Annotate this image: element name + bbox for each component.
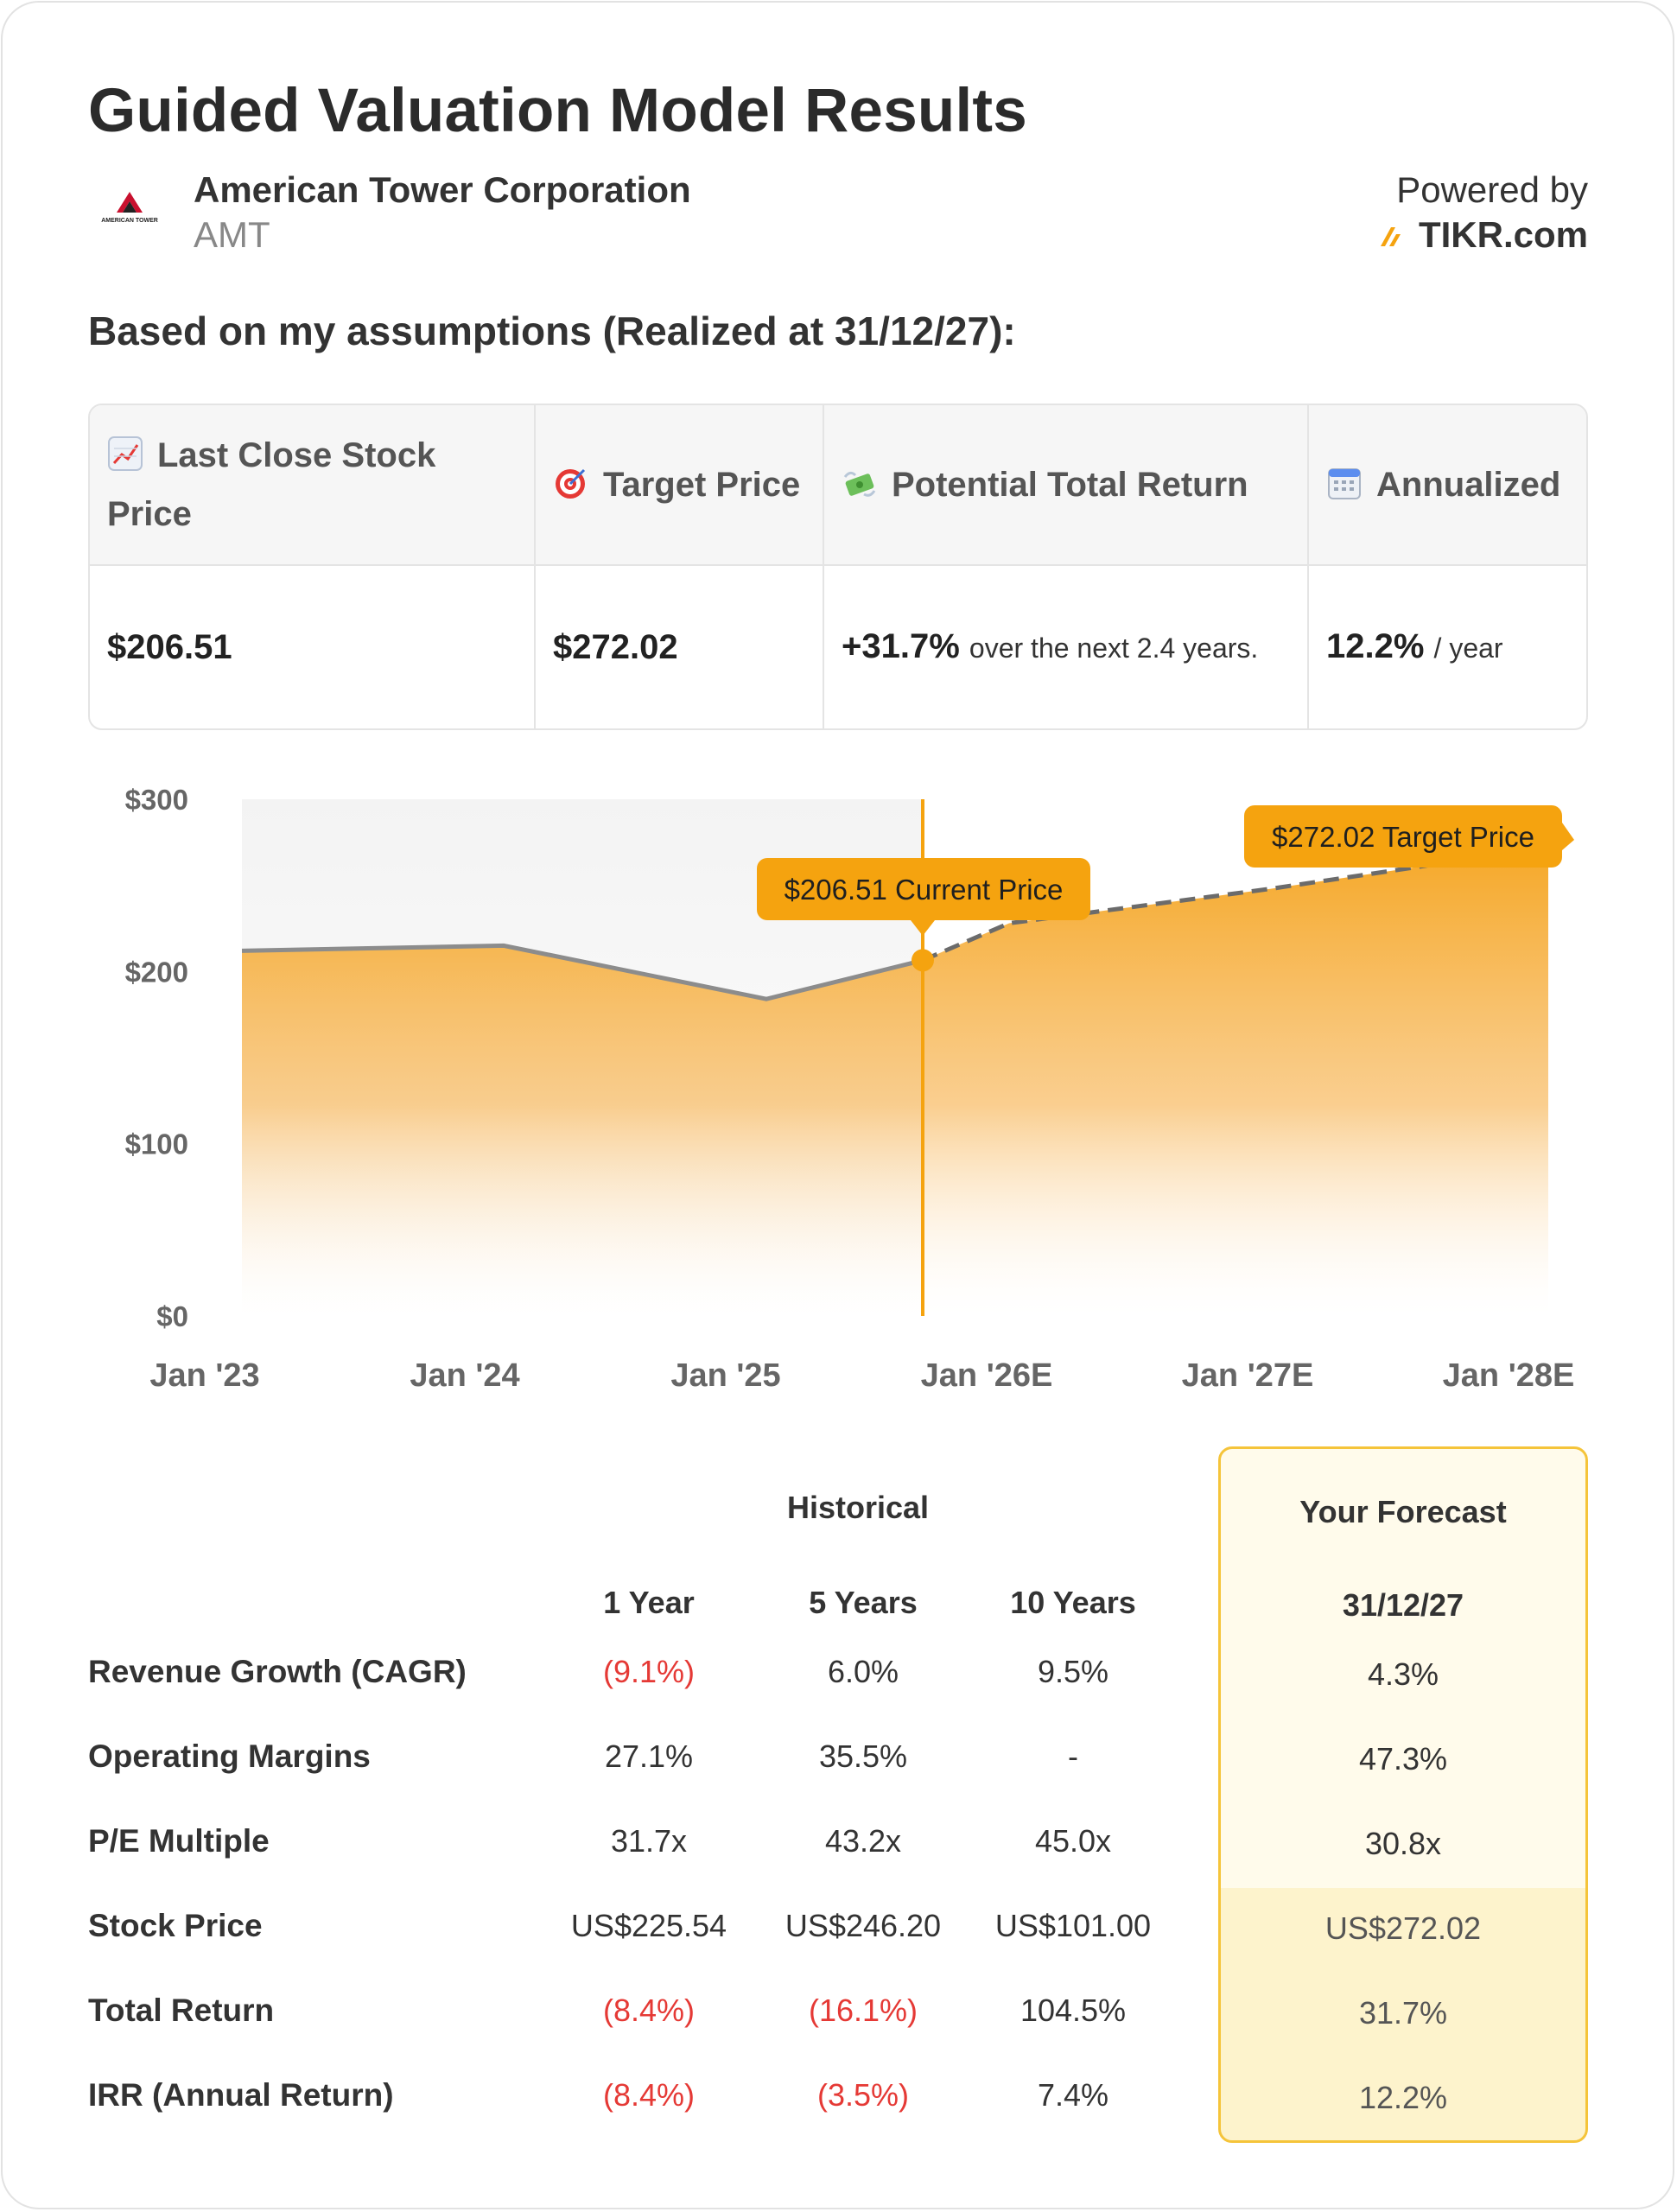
- y-tick-label: $300: [125, 784, 188, 816]
- logo-text: AMERICAN TOWER: [101, 218, 158, 224]
- summary-table: Last Close Stock Price Target Price Pote…: [88, 404, 1588, 730]
- y-tick-label: $100: [125, 1128, 188, 1160]
- header-annualized: Annualized: [1309, 405, 1586, 566]
- calendar-icon: [1328, 468, 1361, 499]
- annualized-cell: 12.2% / year: [1309, 566, 1586, 728]
- callout-label: $272.02 Target Price: [1272, 821, 1534, 853]
- callout-background: [757, 858, 1090, 920]
- last-close-value: $206.51: [90, 566, 536, 728]
- price-chart: $0 $100 $200 $300 Jan '23 Jan '24 Jan '25 Jan …: [125, 784, 1575, 1394]
- header-last-close: Last Close Stock Price: [90, 405, 536, 566]
- current-price-point: [912, 949, 934, 972]
- x-tick-label: Jan '27E: [1182, 1357, 1314, 1394]
- header-last-close-label: Last Close Stock Price: [107, 436, 436, 533]
- callout-pointer: [911, 920, 935, 936]
- assumptions-subtitle: Based on my assumptions (Realized at 31/…: [88, 308, 1016, 353]
- target-price-value: $272.02: [536, 566, 824, 728]
- company-name: American Tower Corporation: [194, 169, 691, 210]
- american-tower-logo: AMERICAN TOWER: [101, 192, 158, 224]
- tikr-label: TIKR.com: [1418, 214, 1588, 255]
- callout-label: $206.51 Current Price: [785, 874, 1064, 906]
- x-tick-label: Jan '28E: [1443, 1357, 1575, 1394]
- annualized-value: 12.2%: [1326, 627, 1425, 665]
- x-tick-label: Jan '26E: [921, 1357, 1053, 1394]
- price-area-fill: [242, 847, 1548, 1316]
- tikr-logo-icon: [1380, 227, 1401, 246]
- page-title: Guided Valuation Model Results: [88, 77, 1027, 145]
- x-tick-label: Jan '23: [149, 1357, 259, 1394]
- x-tick-label: Jan '25: [670, 1357, 780, 1394]
- target-price-callout: $272.02 Target Price: [1244, 805, 1574, 868]
- chart-increasing-icon: [108, 436, 143, 471]
- header-target-label: Target Price: [603, 466, 801, 504]
- historical-price-line: [241, 943, 924, 1001]
- current-price-callout: $206.51 Current Price: [757, 858, 1090, 936]
- powered-by-label: Powered by: [1396, 169, 1588, 210]
- money-with-wings-icon: [843, 471, 876, 497]
- forecast-price-line: [922, 845, 1549, 963]
- callout-background: [1244, 805, 1562, 868]
- target-icon: [556, 468, 586, 499]
- header-potential-return: Potential Total Return: [824, 405, 1309, 566]
- header-potential-return-label: Potential Total Return: [892, 466, 1248, 504]
- annualized-text: / year: [1433, 632, 1503, 664]
- callout-pointer: [1562, 823, 1574, 850]
- potential-return-text: over the next 2.4 years.: [969, 632, 1259, 664]
- header-annualized-label: Annualized: [1376, 466, 1561, 504]
- header-target: Target Price: [536, 405, 824, 566]
- potential-return-value: +31.7%: [842, 627, 960, 665]
- potential-return-cell: +31.7% over the next 2.4 years.: [824, 566, 1309, 728]
- x-tick-label: Jan '24: [410, 1357, 519, 1394]
- y-tick-label: $200: [125, 956, 188, 988]
- y-tick-label: $0: [156, 1300, 188, 1332]
- tikr-link[interactable]: TIKR.com: [1379, 214, 1588, 256]
- company-ticker: AMT: [194, 214, 270, 255]
